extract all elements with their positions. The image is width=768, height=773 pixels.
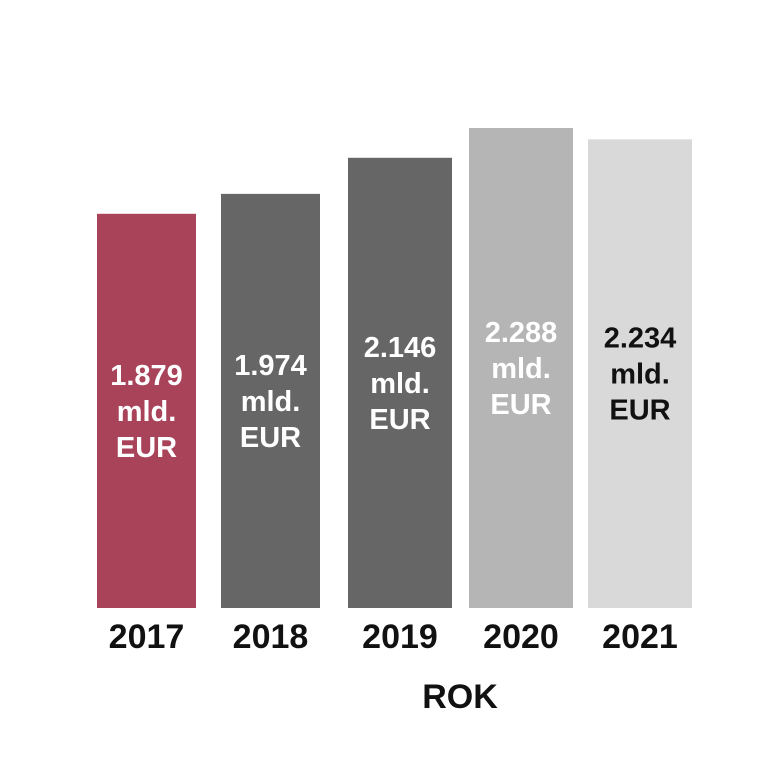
value-label-line: mld. [241, 386, 301, 418]
bar-2020 [469, 128, 573, 608]
value-label-2021: 2.234 mld. EUR [604, 323, 677, 427]
bar-2017 [97, 213, 196, 608]
value-label-line: mld. [610, 359, 670, 391]
value-label-line: mld. [370, 368, 430, 400]
value-label-line: EUR [609, 395, 670, 427]
bar-2018 [221, 193, 320, 608]
value-label-line: 2.288 [485, 317, 558, 349]
x-tick-label-2018: 2018 [233, 618, 309, 656]
x-tick-label-2021: 2021 [602, 618, 678, 656]
value-label-2020: 2.288 mld. EUR [485, 317, 558, 421]
bar-2019 [348, 157, 452, 608]
value-label-2018: 1.974 mld. EUR [234, 350, 307, 454]
value-label-line: 2.146 [364, 332, 437, 364]
x-axis-label: ROK [422, 678, 498, 716]
value-label-line: mld. [117, 396, 177, 428]
value-label-line: EUR [490, 389, 551, 421]
value-label-2017: 1.879 mld. EUR [110, 360, 183, 464]
tick-labels-group: 2017 2018 2019 2020 2021 [109, 618, 678, 656]
value-label-line: 2.234 [604, 323, 677, 355]
x-tick-label-2017: 2017 [109, 618, 185, 656]
value-label-line: EUR [240, 422, 301, 454]
value-label-line: 1.974 [234, 350, 307, 382]
value-label-line: 1.879 [110, 360, 183, 392]
bar-2021 [588, 139, 692, 608]
x-tick-label-2019: 2019 [362, 618, 438, 656]
value-label-line: EUR [369, 404, 430, 436]
value-label-line: EUR [116, 432, 177, 464]
value-label-2019: 2.146 mld. EUR [364, 332, 437, 436]
x-tick-label-2020: 2020 [483, 618, 559, 656]
value-label-line: mld. [491, 353, 551, 385]
bars-group [97, 128, 692, 608]
